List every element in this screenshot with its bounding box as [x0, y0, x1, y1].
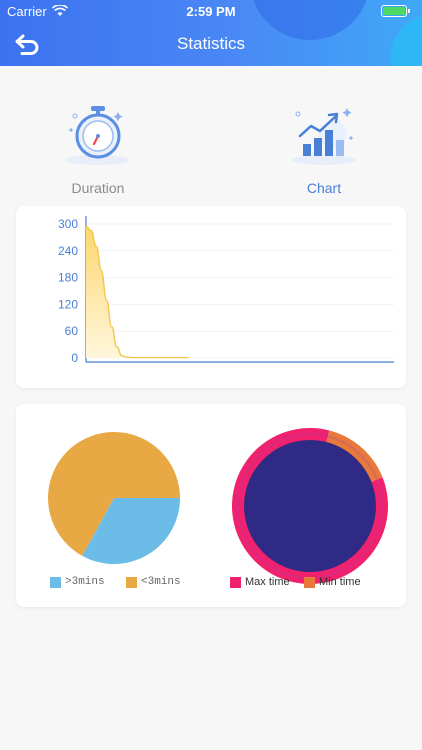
legend-label: <3mins [141, 576, 181, 588]
legend-item-min: Min time [304, 575, 361, 589]
carrier-label: Carrier [7, 4, 47, 19]
tab-chart-label: Chart [306, 180, 342, 196]
duration-line-chart: 300 240 180 120 60 0 [58, 216, 394, 365]
nav-header: Carrier 2:59 PM Statistics [0, 0, 422, 66]
legend-label: Min time [319, 576, 361, 588]
legend-swatch [126, 576, 137, 588]
duration-chart-card: 300 240 180 120 60 0 [16, 206, 406, 388]
legend-label: Max time [245, 576, 290, 588]
legend-swatch [50, 576, 61, 588]
series-line [85, 225, 189, 359]
stopwatch-icon [66, 106, 130, 165]
legend-label: >3mins [65, 576, 105, 588]
wifi-icon [52, 5, 68, 16]
legend-item-gt3: >3mins [50, 575, 105, 589]
page-title: Statistics [176, 34, 246, 53]
y-tick-label: 240 [58, 244, 78, 258]
tab-chart[interactable]: Chart [264, 100, 384, 200]
pie-charts-card: >3mins <3mins Max time Min time [16, 404, 406, 607]
legend-item-lt3: <3mins [126, 575, 181, 589]
battery-icon [381, 5, 410, 17]
bar-chart-growth-icon [292, 108, 356, 165]
tab-duration[interactable]: Duration [38, 100, 158, 200]
duration-pie-chart [47, 432, 180, 564]
pie-slice [82, 498, 180, 564]
legend-swatch [230, 576, 241, 588]
donut-center [244, 440, 376, 572]
back-arrow-icon[interactable] [14, 32, 44, 58]
pie-slice [47, 432, 180, 556]
y-tick-label: 180 [58, 271, 78, 285]
y-tick-label: 300 [58, 217, 78, 231]
y-tick-label: 120 [58, 297, 78, 311]
y-tick-label: 0 [71, 351, 78, 365]
tab-duration-label: Duration [71, 180, 125, 196]
clock: 2:59 PM [186, 4, 236, 19]
max-min-donut-chart [232, 428, 388, 584]
legend-item-max: Max time [230, 575, 290, 589]
area-fill [86, 226, 189, 358]
y-tick-label: 60 [65, 324, 79, 338]
legend-swatch [304, 576, 315, 588]
status-bar: Carrier 2:59 PM [0, 0, 422, 22]
